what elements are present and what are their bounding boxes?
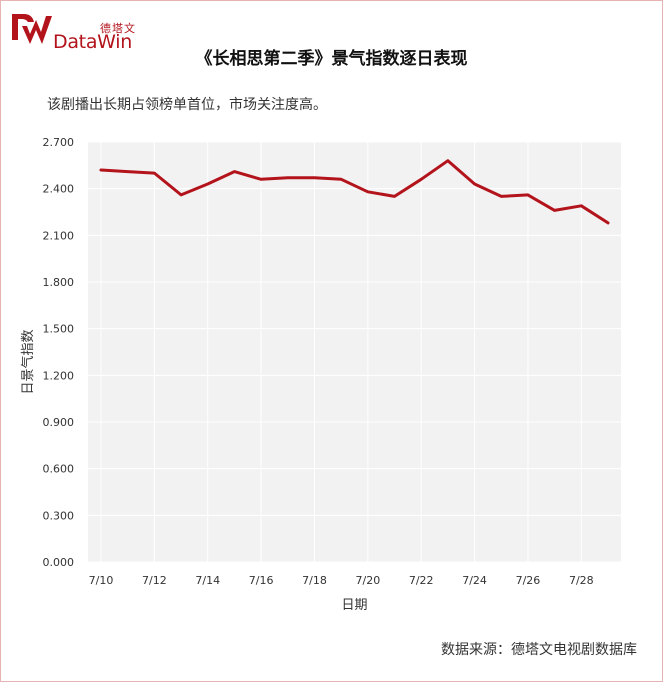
x-tick-label: 7/14 (195, 574, 220, 587)
x-tick-label: 7/10 (89, 574, 114, 587)
y-axis-label: 日景气指数 (20, 329, 36, 394)
y-tick-label: 0.000 (43, 556, 75, 569)
y-tick-label: 1.500 (43, 323, 75, 336)
y-tick-label: 0.600 (43, 463, 75, 476)
plot-area (88, 142, 621, 562)
series-line (99, 159, 610, 225)
logo-chinese-text: 德塔文 (100, 22, 136, 35)
x-tick-label: 7/20 (355, 574, 380, 587)
x-tick-label: 7/12 (142, 574, 167, 587)
logo-english-text: DataWin (53, 31, 132, 53)
chart-title: 《长相思第二季》景气指数逐日表现 (195, 49, 468, 69)
x-tick-label: 7/26 (516, 574, 541, 587)
x-axis-ticks: 7/10 7/12 7/14 7/16 7/18 7/20 7/22 7/24 7/26 7/28 (89, 574, 594, 587)
x-tick-label: 7/18 (302, 574, 327, 587)
grid-lines (88, 141, 621, 563)
y-tick-label: 0.900 (43, 416, 75, 429)
datawin-logo-icon (12, 14, 52, 44)
y-tick-label: 0.300 (43, 509, 75, 522)
x-tick-label: 7/24 (462, 574, 487, 587)
x-tick-label: 7/16 (249, 574, 274, 587)
x-axis-label: 日期 (341, 598, 367, 613)
chart-subtitle: 该剧播出长期占领榜单首位，市场关注度高。 (47, 97, 327, 113)
y-axis-ticks: 0.000 0.300 0.600 0.900 1.200 1.500 1.800 2.100… (43, 136, 75, 569)
y-tick-label: 1.800 (43, 276, 75, 289)
y-tick-label: 2.400 (43, 183, 75, 196)
data-source: 数据来源：德塔文电视剧数据库 (441, 642, 637, 658)
datawin-logo: 德塔文 DataWin (8, 8, 138, 53)
y-tick-label: 1.200 (43, 369, 75, 382)
x-tick-label: 7/22 (409, 574, 434, 587)
x-tick-label: 7/28 (569, 574, 594, 587)
y-tick-label: 2.700 (43, 136, 75, 149)
y-tick-label: 2.100 (43, 229, 75, 242)
